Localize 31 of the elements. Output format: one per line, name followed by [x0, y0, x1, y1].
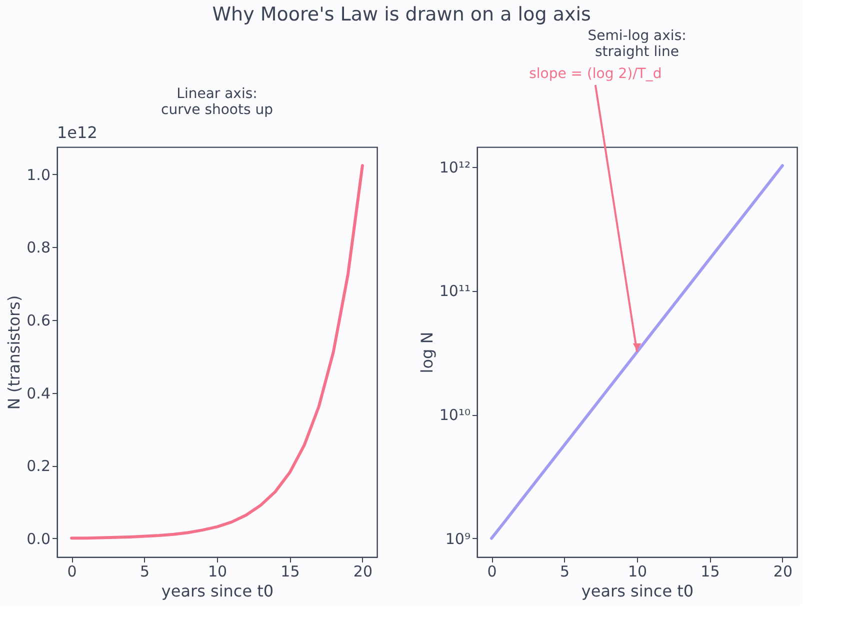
- x-tick-label: 20: [773, 562, 792, 580]
- line-series: [490, 164, 784, 540]
- chart-subtitle: Linear axis: curve shoots up: [161, 86, 274, 118]
- chart-title: Why Moore's Law is drawn on a log axis: [212, 3, 591, 26]
- x-axis-title: years since t0: [161, 582, 274, 600]
- x-tick-label: 5: [560, 562, 570, 580]
- x-tick-label: 5: [140, 562, 150, 580]
- x-tick-label: 15: [280, 562, 300, 580]
- y-tick-label: 10⁹: [445, 530, 470, 548]
- y-tick-label: 0.8: [26, 238, 50, 257]
- line-series: [70, 164, 364, 540]
- x-tick-label: 10: [208, 562, 228, 580]
- y-axis-title: N (transistors): [4, 295, 24, 410]
- y-tick-label: 0.6: [26, 311, 50, 330]
- text: 1e12: [57, 123, 98, 142]
- y-tick-label: 10¹¹: [439, 282, 470, 300]
- y-tick-label: 0.4: [26, 384, 50, 402]
- y-tick-label: 1.0: [26, 166, 50, 184]
- x-tick-label: 0: [487, 562, 497, 580]
- y-axis-title: log N: [417, 332, 436, 374]
- chart-subtitle: Semi-log axis: straight line: [588, 28, 686, 60]
- x-tick-label: 10: [628, 562, 648, 580]
- x-axis-title: years since t0: [581, 582, 694, 600]
- y-tick-label: 10¹²: [439, 158, 470, 176]
- x-tick-label: 0: [67, 562, 77, 580]
- annotation: slope = (log 2)/T_d: [529, 66, 662, 82]
- x-tick-label: 15: [700, 562, 720, 580]
- y-tick-label: 0.2: [26, 457, 50, 476]
- y-tick-label: 10¹⁰: [439, 406, 470, 424]
- x-tick-label: 20: [353, 562, 372, 580]
- y-tick-label: 0.0: [26, 530, 50, 548]
